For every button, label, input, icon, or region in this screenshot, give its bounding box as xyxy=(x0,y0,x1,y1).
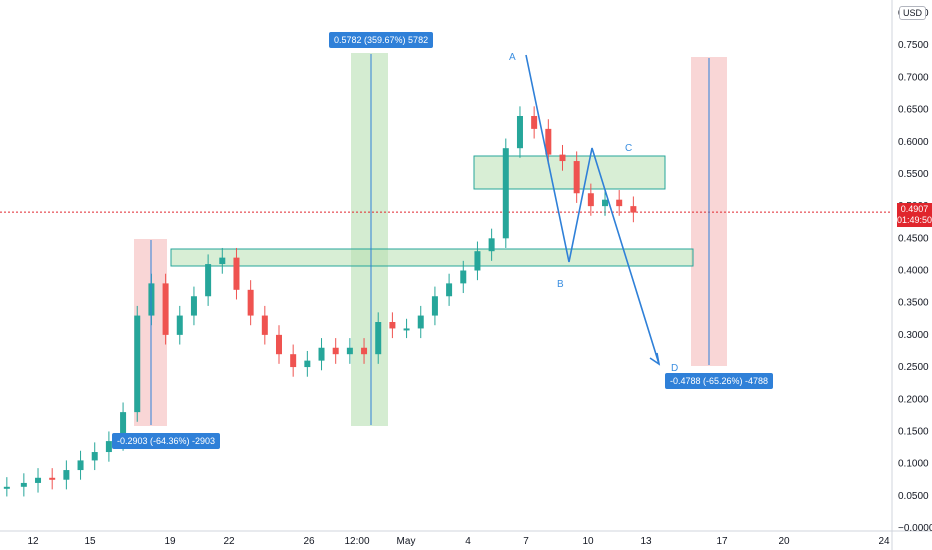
candle-body xyxy=(502,148,509,239)
resistance-zone xyxy=(473,155,666,190)
candle-body xyxy=(516,116,523,149)
current-price-tag: 0.4907 01:49:50 xyxy=(897,203,932,227)
candle-body xyxy=(332,347,339,355)
abcd-arrowhead xyxy=(649,352,661,366)
candle-body xyxy=(3,486,10,489)
measure-label-long[interactable]: 0.5782 (359.67%) 5782 xyxy=(329,32,434,48)
candle-body xyxy=(431,296,438,316)
measure-label-short-left[interactable]: -0.2903 (-64.36%) -2903 xyxy=(112,433,221,449)
candle-body xyxy=(630,206,637,213)
candle-body xyxy=(233,257,240,290)
candle-body xyxy=(77,460,84,471)
candle-body xyxy=(304,360,311,368)
candle-body xyxy=(488,238,495,252)
candle-body xyxy=(602,199,609,207)
y-tick-label: 0.4000 xyxy=(898,266,929,277)
measure-label-short-right[interactable]: -0.4788 (-65.26%) -4788 xyxy=(665,373,774,389)
candle-body xyxy=(275,334,282,355)
y-tick-label: 0.4500 xyxy=(898,233,929,244)
candle-body xyxy=(587,193,594,207)
y-tick-label: 0.7500 xyxy=(898,40,929,51)
y-tick-label: 0.6000 xyxy=(898,137,929,148)
candle-body xyxy=(361,347,368,355)
y-tick-label: 0.0500 xyxy=(898,491,929,502)
y-tick-label: 0.5500 xyxy=(898,169,929,180)
x-tick-label: 15 xyxy=(84,536,96,547)
y-tick-label: 0.2500 xyxy=(898,362,929,373)
countdown-timer: 01:49:50 xyxy=(897,215,932,225)
candle-body xyxy=(247,289,254,316)
candle-body xyxy=(176,315,183,335)
candle-body xyxy=(120,412,127,442)
x-tick-label: May xyxy=(397,536,416,547)
candle-body xyxy=(134,315,141,413)
y-tick-label: 0.7000 xyxy=(898,72,929,83)
x-tick-label: 17 xyxy=(716,536,728,547)
x-tick-label: 12 xyxy=(27,536,39,547)
current-price-value: 0.4907 xyxy=(900,204,929,214)
candle-body xyxy=(190,296,197,316)
candle-body xyxy=(91,452,98,461)
y-tick-label: 0.3000 xyxy=(898,330,929,341)
candle-body xyxy=(63,470,70,480)
candle-body xyxy=(290,354,297,368)
candle-body xyxy=(545,128,552,155)
x-tick-label: 4 xyxy=(465,536,471,547)
y-tick-label: 0.1000 xyxy=(898,459,929,470)
y-tick-label: 0.1500 xyxy=(898,426,929,437)
x-tick-label: 24 xyxy=(878,536,890,547)
candle-body xyxy=(616,199,623,207)
pattern-point-c: C xyxy=(625,143,633,154)
x-tick-label: 10 xyxy=(582,536,594,547)
candle-body xyxy=(205,264,212,297)
y-tick-label: 0.6500 xyxy=(898,105,929,116)
candle-body xyxy=(35,477,42,483)
x-tick-label: 26 xyxy=(303,536,315,547)
candle-body xyxy=(162,283,169,335)
candle-body xyxy=(573,161,580,194)
x-tick-label: 12:00 xyxy=(344,536,369,547)
pattern-point-a: A xyxy=(509,52,516,63)
y-tick-label: 0.2000 xyxy=(898,394,929,405)
candle-body xyxy=(49,477,56,480)
x-tick-label: 20 xyxy=(778,536,790,547)
x-tick-label: 7 xyxy=(523,536,529,547)
candle-body xyxy=(417,315,424,329)
candle-body xyxy=(20,482,27,487)
pattern-point-b: B xyxy=(557,279,564,290)
candle-body xyxy=(318,347,325,361)
y-tick-label: 0.3500 xyxy=(898,298,929,309)
abcd-pattern-line xyxy=(525,54,660,365)
candle-body xyxy=(474,251,481,271)
support-zone xyxy=(170,248,694,267)
currency-unit-badge[interactable]: USD xyxy=(898,6,926,20)
candle-body xyxy=(375,322,382,355)
x-tick-label: 19 xyxy=(164,536,176,547)
candle-body xyxy=(403,328,410,331)
candle-body xyxy=(346,347,353,355)
candle-body xyxy=(460,270,467,284)
candle-body xyxy=(531,116,538,129)
x-tick-label: 13 xyxy=(640,536,652,547)
measure-box-long xyxy=(351,53,388,426)
candle-body xyxy=(219,257,226,265)
y-tick-label: −0.0000 xyxy=(898,523,932,534)
x-tick-label: 22 xyxy=(223,536,235,547)
candle-body xyxy=(559,154,566,162)
candle-body xyxy=(389,322,396,329)
candle-body xyxy=(446,283,453,297)
pattern-point-d: D xyxy=(671,363,679,374)
candle-body xyxy=(105,441,112,453)
candle-body xyxy=(261,315,268,335)
